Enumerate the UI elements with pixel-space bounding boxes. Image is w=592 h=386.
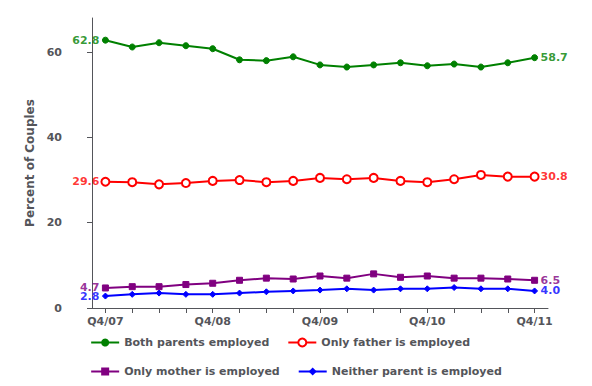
svg-text:30.8: 30.8: [541, 170, 568, 183]
svg-text:62.8: 62.8: [72, 34, 99, 47]
svg-text:29.6: 29.6: [72, 175, 99, 188]
svg-text:0: 0: [54, 302, 62, 315]
svg-text:6.5: 6.5: [540, 273, 561, 287]
svg-text:Neither parent is employed: Neither parent is employed: [332, 365, 502, 378]
svg-text:Q4/08: Q4/08: [195, 315, 231, 328]
svg-text:Both parents employed: Both parents employed: [124, 336, 269, 349]
svg-text:60: 60: [47, 46, 63, 59]
svg-text:Percent of Couples: Percent of Couples: [23, 99, 37, 227]
svg-text:Only father is employed: Only father is employed: [321, 336, 470, 349]
svg-text:Q4/09: Q4/09: [302, 315, 338, 328]
svg-text:2.8: 2.8: [80, 290, 100, 303]
svg-text:Q4/11: Q4/11: [516, 315, 552, 328]
svg-text:58.7: 58.7: [541, 51, 568, 64]
svg-text:40: 40: [47, 131, 63, 144]
svg-text:4.0: 4.0: [541, 284, 561, 297]
svg-text:Q4/10: Q4/10: [409, 315, 446, 328]
svg-text:Q4/07: Q4/07: [87, 315, 123, 328]
svg-text:4.7: 4.7: [79, 281, 100, 295]
svg-text:20: 20: [47, 216, 63, 229]
svg-text:Only mother is employed: Only mother is employed: [124, 365, 280, 378]
